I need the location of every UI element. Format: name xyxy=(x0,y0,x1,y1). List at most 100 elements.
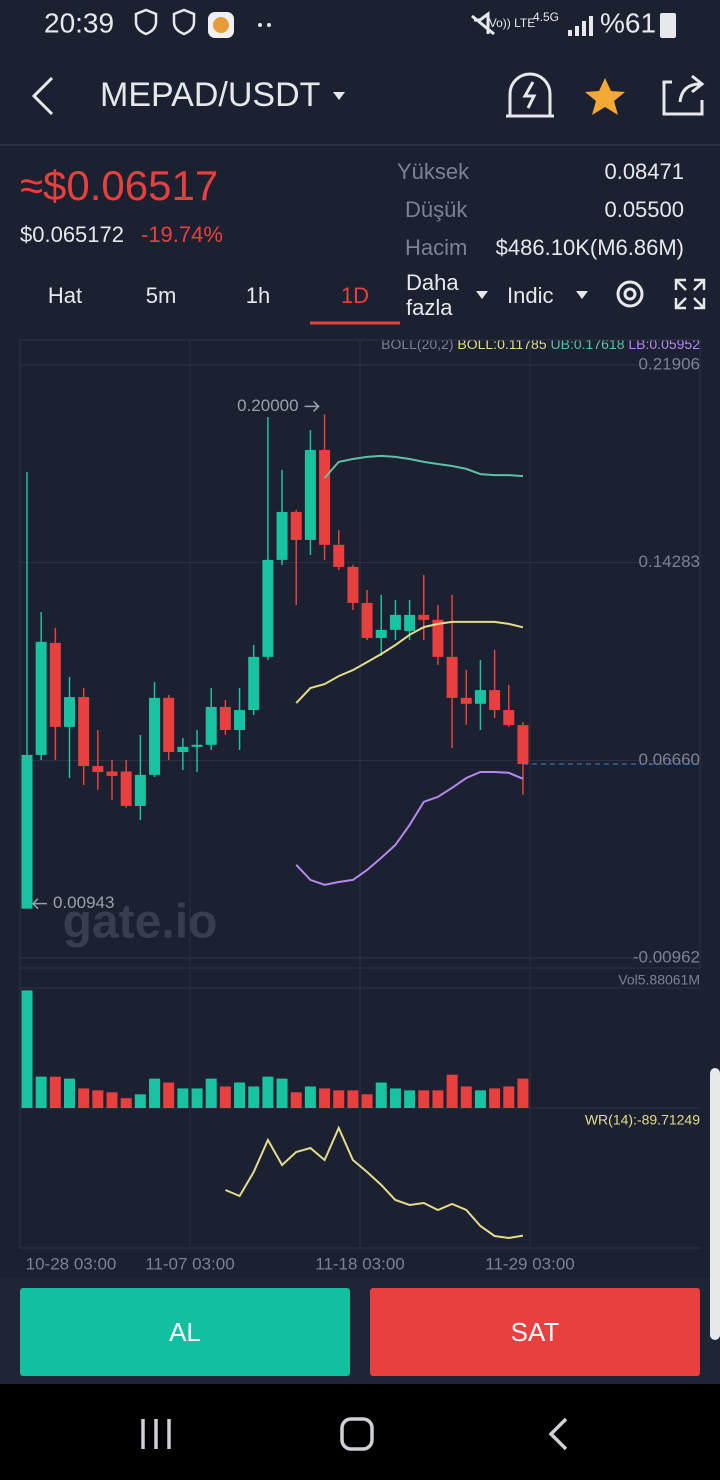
volume-bar xyxy=(64,1078,76,1108)
candle-body xyxy=(21,754,33,909)
sell-label[interactable]: SAT xyxy=(511,1317,560,1347)
volume-bar xyxy=(333,1090,345,1108)
boll-upper xyxy=(323,454,524,479)
battery-text: %61 xyxy=(600,7,656,38)
dot xyxy=(267,23,271,27)
min-arrow xyxy=(31,898,47,910)
recent-apps-button[interactable] xyxy=(141,1419,171,1449)
boll-legend: BOLL(20,2) BOLL:0.11785 UB:0.17618 LB:0.… xyxy=(381,336,700,352)
status-icons xyxy=(134,8,196,36)
stat-value: $486.10K(M6.86M) xyxy=(496,235,684,260)
candle-body xyxy=(304,449,316,540)
volume-bar xyxy=(276,1078,288,1108)
pair-title[interactable]: MEPAD/USDT xyxy=(100,76,320,114)
volume-bar xyxy=(446,1074,458,1108)
share-button[interactable] xyxy=(662,74,705,116)
volte: Vo)) LTE xyxy=(489,16,535,30)
x-tick-label: 10-28 03:00 xyxy=(26,1254,117,1273)
wr-line xyxy=(225,1125,524,1240)
settings-button[interactable] xyxy=(616,280,644,308)
tab-more[interactable]: Daha xyxy=(406,270,459,295)
volume-bar xyxy=(474,1090,486,1108)
candle-body xyxy=(474,690,486,704)
network: 4.5G xyxy=(533,10,559,24)
favorite-button[interactable] xyxy=(585,78,625,115)
candle-body xyxy=(35,641,47,755)
candle-body xyxy=(120,771,132,806)
candle-body xyxy=(64,697,76,727)
more-dropdown[interactable] xyxy=(476,291,488,299)
candle-body xyxy=(389,614,401,630)
volume-bar xyxy=(78,1088,90,1108)
volume-bar xyxy=(191,1088,203,1108)
volume-bar xyxy=(290,1092,302,1108)
candle-body xyxy=(49,642,61,727)
volume-bar xyxy=(432,1090,444,1108)
candle-body xyxy=(361,602,373,638)
volume-bar xyxy=(134,1094,146,1108)
volume-bar xyxy=(489,1088,501,1108)
volume-bar xyxy=(517,1078,529,1108)
x-tick-label: 11-18 03:00 xyxy=(315,1254,404,1273)
volume-bar xyxy=(35,1076,47,1108)
indicator-tab[interactable]: Indic xyxy=(507,283,553,308)
settings-button-inner xyxy=(623,287,637,301)
candle-body xyxy=(489,690,501,711)
price-approx: ≈$0.06517 xyxy=(20,162,218,209)
y-tick-label: 0.14283 xyxy=(639,552,700,571)
candle-body xyxy=(262,559,274,657)
volume-bar xyxy=(92,1090,104,1108)
candle-body xyxy=(134,774,146,806)
min-annotation: 0.00943 xyxy=(53,893,114,912)
boll-mid xyxy=(295,620,524,704)
tab[interactable]: 1h xyxy=(246,283,270,308)
buy-button[interactable] xyxy=(20,1288,350,1376)
app-icon-dot xyxy=(213,17,229,33)
candle-body xyxy=(418,614,430,620)
tab[interactable]: 5m xyxy=(146,283,177,308)
volume-bar xyxy=(106,1092,118,1108)
candle-body xyxy=(219,706,231,731)
volume-bar xyxy=(404,1090,416,1108)
legend-item: BOLL:0.11785 xyxy=(457,336,546,352)
back-button[interactable] xyxy=(31,76,54,116)
candle-body xyxy=(276,511,288,560)
candle-body xyxy=(333,544,345,567)
stat-value: 0.05500 xyxy=(604,197,684,222)
volume-bar xyxy=(460,1086,472,1108)
y-tick-label: 0.21906 xyxy=(639,354,700,373)
stat-value: 0.08471 xyxy=(604,159,684,184)
battery xyxy=(660,13,676,38)
volume-bar xyxy=(418,1090,430,1108)
y-tick-label: 0.06660 xyxy=(639,750,700,769)
alert-button[interactable] xyxy=(506,72,554,118)
buy-label[interactable]: AL xyxy=(169,1317,201,1347)
chart: 0.21906 0.14283 0.06660 -0.00962 10-28 03:00… xyxy=(19,339,701,1273)
volume-bar xyxy=(503,1086,515,1108)
volume-label: Vol5.88061M xyxy=(618,972,700,988)
candle-body xyxy=(248,656,260,711)
tab[interactable]: Hat xyxy=(48,283,82,308)
candle-body xyxy=(290,511,302,540)
candle-body xyxy=(517,725,529,765)
back-nav-button[interactable] xyxy=(548,1417,568,1451)
volume-bar xyxy=(389,1088,401,1108)
candle-body xyxy=(177,746,189,753)
volume-bar xyxy=(234,1082,246,1108)
fullscreen-button[interactable] xyxy=(674,278,706,310)
home-button[interactable] xyxy=(340,1417,374,1451)
volume-bar xyxy=(49,1076,61,1108)
legend-item: BOLL(20,2) xyxy=(381,336,453,352)
indic-dropdown[interactable] xyxy=(576,291,588,299)
pair-dropdown[interactable] xyxy=(333,92,345,100)
candle-body xyxy=(92,766,104,773)
volume-bar xyxy=(219,1086,231,1108)
volume-bar xyxy=(163,1082,175,1108)
candle-body xyxy=(149,697,161,775)
tab-active[interactable]: 1D xyxy=(341,283,369,308)
volume-bar xyxy=(205,1078,217,1108)
sell-button[interactable] xyxy=(370,1288,700,1376)
tab-more[interactable]: fazla xyxy=(406,295,453,320)
